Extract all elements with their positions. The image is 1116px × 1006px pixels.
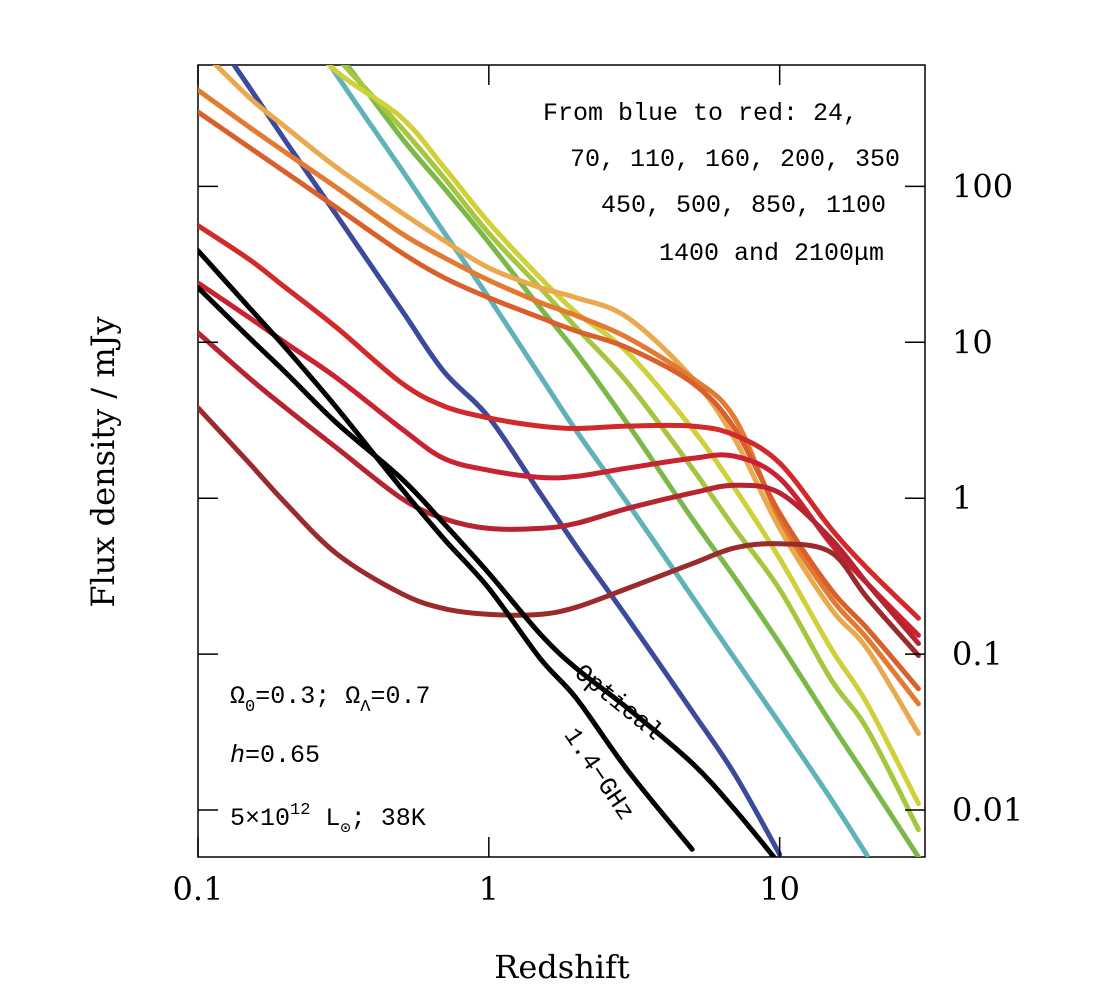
annotation: h=0.65 <box>230 741 320 770</box>
annotation: Ω0=0.3; ΩΛ=0.7 <box>230 682 430 717</box>
annotation-part: ⊙ <box>340 820 350 839</box>
annotation-part: 5×10 <box>230 804 290 833</box>
annotation: 450, 500, 850, 1100 <box>601 191 886 220</box>
annotation-part: 12 <box>290 801 310 820</box>
series-line <box>198 109 921 692</box>
annotation-part: h <box>230 741 245 770</box>
x-tick-label: 10 <box>759 870 800 908</box>
x-tick-label: 1 <box>479 870 499 908</box>
annotation: 1400 and 2100μm <box>659 239 884 268</box>
series-line <box>340 65 921 833</box>
annotation: 5×1012 L⊙; 38K <box>230 801 426 839</box>
y-tick-label: 0.1 <box>952 635 1003 673</box>
plot-frame <box>197 64 926 858</box>
annotation-part: L <box>310 804 340 833</box>
y-tick-label: 0.01 <box>952 791 1023 829</box>
plot-area <box>198 65 921 857</box>
series-line <box>198 285 778 857</box>
annotation-part: =0.7 <box>370 682 430 711</box>
series-line <box>198 223 921 621</box>
series-line <box>198 248 695 852</box>
y-axis-label: Flux density / mJy <box>84 316 122 607</box>
annotation-part: =0.65 <box>245 741 320 770</box>
series-line <box>212 65 921 736</box>
series-line <box>198 405 921 658</box>
curve-label: 1.4−GHz <box>557 723 640 826</box>
annotation-part: Ω <box>230 682 245 711</box>
y-tick-label: 100 <box>952 167 1013 205</box>
series-line <box>198 87 921 707</box>
annotation: From blue to red: 24, <box>543 99 858 128</box>
series-line <box>231 65 783 857</box>
y-tick-label: 1 <box>952 479 972 517</box>
x-axis-label: Redshift <box>494 948 630 986</box>
annotation-part: 0 <box>245 698 255 717</box>
annotation-part: ; 38K <box>351 804 426 833</box>
series-line <box>343 65 921 857</box>
y-tick-label: 10 <box>952 323 993 361</box>
annotation-part: Λ <box>360 698 371 717</box>
annotation: 70, 110, 160, 200, 350 <box>570 145 900 174</box>
series-line <box>198 330 921 646</box>
x-tick-label: 0.1 <box>173 870 224 908</box>
annotation-part: =0.3; Ω <box>255 682 360 711</box>
